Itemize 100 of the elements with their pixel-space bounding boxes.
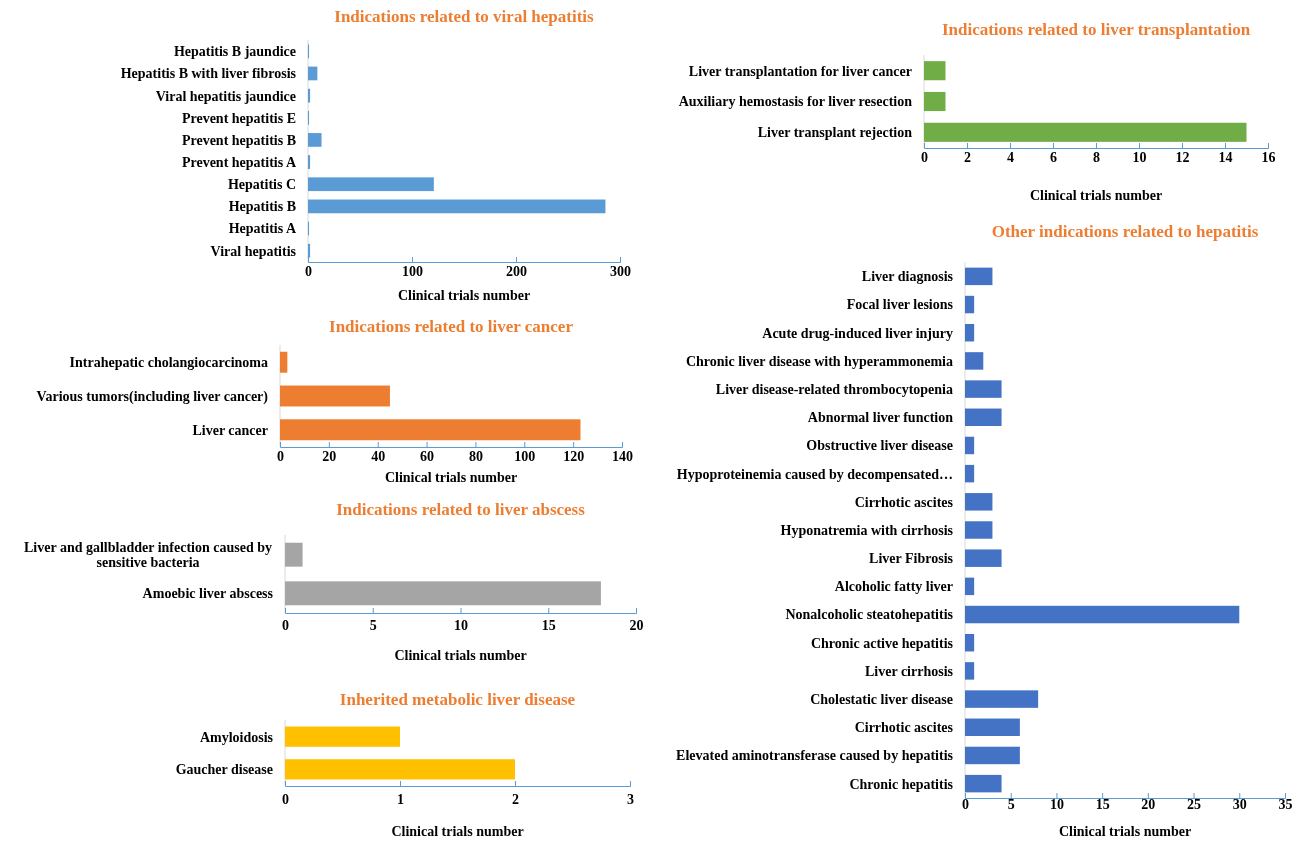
bar — [965, 521, 993, 539]
y-tick-label: Acute drug-induced liver injury — [762, 325, 953, 341]
y-tick-label: Intrahepatic cholangiocarcinoma — [69, 355, 268, 371]
x-tick-label: 100 — [402, 263, 423, 279]
bar — [965, 774, 1002, 793]
bar — [965, 324, 975, 342]
chart-title: Other indications related to hepatitis — [991, 222, 1259, 241]
x-axis-title: Clinical trials number — [394, 648, 527, 663]
x-tick-label: 5 — [1007, 796, 1015, 812]
bar — [965, 436, 975, 455]
bar — [965, 718, 1020, 736]
y-tick-label: Liver and gallbladder infection caused by sensitive bacteria — [23, 539, 273, 571]
y-tick-label: Prevent hepatitis E — [181, 110, 296, 126]
x-tick-label: 300 — [610, 263, 631, 279]
x-tick-label: 4 — [1007, 149, 1014, 165]
x-tick-label: 100 — [514, 448, 536, 464]
bar — [965, 267, 993, 286]
x-tick-label: 140 — [612, 448, 633, 464]
y-tick-label: Viral hepatitis — [210, 243, 297, 259]
bar — [308, 177, 434, 192]
bar — [965, 662, 975, 680]
y-tick-label: Liver disease-related thrombocytopenia — [715, 382, 953, 397]
x-tick-label: 0 — [921, 149, 928, 165]
bar — [308, 243, 311, 258]
bar — [308, 66, 318, 81]
bar — [308, 88, 311, 103]
x-tick-label: 8 — [1093, 149, 1100, 165]
y-tick-label: Hyponatremia with cirrhosis — [780, 522, 954, 538]
x-tick-label: 15 — [1095, 796, 1110, 812]
x-tick-label: 15 — [541, 617, 556, 633]
y-tick-label: Chronic liver disease with hyperammonemia — [685, 353, 953, 369]
x-tick-label: 0 — [962, 796, 969, 812]
bar — [308, 133, 322, 147]
x-tick-label: 0 — [282, 791, 289, 807]
x-axis-title: Clinical trials number — [1029, 188, 1163, 203]
bar — [965, 690, 1039, 708]
bar — [965, 408, 1002, 427]
x-tick-label: 200 — [506, 263, 527, 279]
y-tick-label: Gaucher disease — [175, 762, 273, 778]
y-tick-label: Cirrhotic ascites — [854, 720, 954, 736]
chart-title: Indications related to liver abscess — [336, 500, 586, 519]
x-tick-label: 1 — [397, 791, 404, 807]
x-tick-label: 5 — [369, 617, 377, 633]
x-tick-label: 0 — [277, 448, 284, 464]
chart-title: Indications related to liver transplantation — [941, 20, 1251, 39]
x-tick-label: 20 — [322, 448, 337, 464]
y-tick-label: Hepatitis B jaundice — [173, 44, 296, 60]
x-tick-label: 40 — [371, 448, 386, 464]
bar — [965, 493, 993, 511]
bar — [965, 577, 975, 596]
bar — [308, 199, 606, 214]
x-axis-title: Clinical trials number — [384, 470, 518, 485]
bar — [965, 605, 1240, 624]
y-tick-label: Viral hepatitis jaundice — [155, 88, 296, 104]
x-tick-label: 12 — [1175, 149, 1190, 165]
chart-title: Indications related to viral hepatitis — [334, 7, 595, 26]
bar — [965, 633, 975, 652]
x-tick-label: 2 — [964, 149, 971, 165]
x-tick-label: 3 — [627, 791, 634, 807]
x-tick-label: 20 — [629, 617, 644, 633]
x-tick-label: 120 — [563, 448, 585, 464]
y-tick-label: Chronic active hepatitis — [810, 635, 954, 651]
x-tick-label: 20 — [1141, 796, 1156, 812]
bar — [965, 295, 975, 314]
y-tick-label: Hepatitis B with liver fibrosis — [120, 66, 297, 82]
y-tick-label: Cirrhotic ascites — [854, 494, 954, 510]
x-tick-label: 16 — [1261, 149, 1276, 165]
x-axis-title: Clinical trials number — [397, 288, 531, 303]
x-tick-label: 10 — [454, 617, 468, 633]
chart-title: Inherited metabolic liver disease — [339, 690, 576, 709]
y-tick-label: Liver cancer — [192, 422, 268, 438]
y-tick-label: Hepatitis B — [228, 199, 296, 215]
y-tick-label: Hypoproteinemia caused by decompensated… — [676, 466, 953, 482]
y-tick-label: Liver diagnosis — [861, 269, 954, 285]
x-tick-label: 10 — [1132, 149, 1147, 165]
x-tick-label: 80 — [468, 448, 483, 464]
y-tick-label: Focal liver lesions — [846, 297, 954, 313]
x-tick-label: 30 — [1232, 796, 1247, 812]
x-axis-title: Clinical trials number — [1058, 824, 1192, 839]
bar — [965, 464, 975, 483]
x-tick-label: 0 — [305, 263, 312, 279]
x-tick-label: 14 — [1218, 149, 1233, 165]
y-tick-label: Elevated aminotransferase caused by hepatitis — [676, 748, 954, 764]
y-tick-label: Abnormal liver function — [807, 410, 954, 426]
bar — [280, 351, 288, 373]
y-tick-label: Prevent hepatitis B — [181, 132, 296, 148]
x-tick-label: 60 — [420, 448, 435, 464]
y-tick-label: Cholestatic liver disease — [810, 691, 953, 707]
y-tick-label: Amyloidosis — [199, 729, 274, 745]
bar — [280, 419, 581, 441]
y-tick-label: Hepatitis C — [227, 177, 296, 193]
bar — [280, 385, 390, 407]
y-tick-label: Hepatitis A — [228, 221, 297, 237]
y-tick-label: Obstructive liver disease — [806, 438, 953, 454]
x-axis-title: Clinical trials number — [391, 824, 524, 839]
bar — [965, 352, 984, 370]
x-tick-label: 2 — [512, 791, 519, 807]
chart-title: Indications related to liver cancer — [329, 317, 574, 336]
x-tick-label: 0 — [282, 617, 289, 633]
y-tick-label: Chronic hepatitis — [849, 776, 954, 792]
